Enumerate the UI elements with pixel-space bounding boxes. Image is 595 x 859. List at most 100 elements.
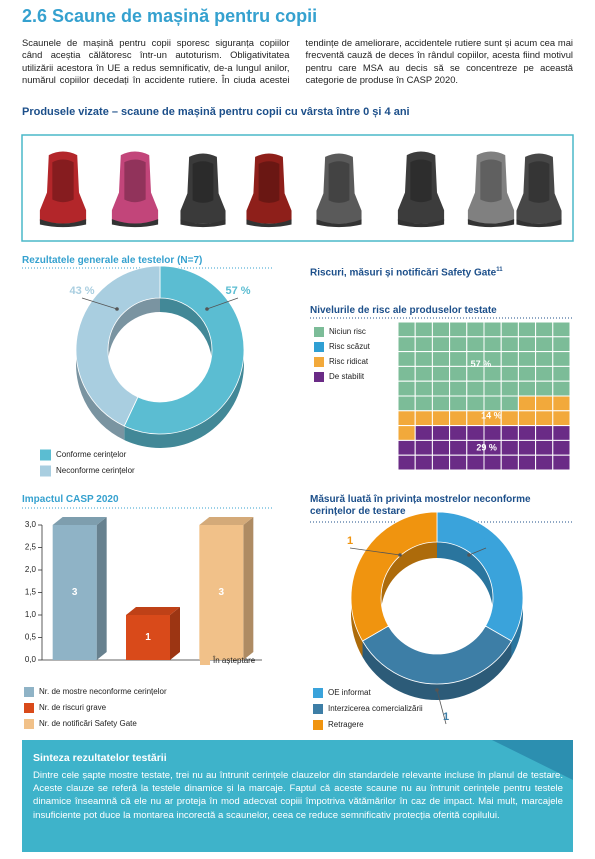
waffle-cell xyxy=(431,351,451,367)
waffle-cell xyxy=(397,365,416,382)
waffle-cell xyxy=(431,321,451,338)
waffle-cell xyxy=(397,380,416,397)
data-label: 57 % xyxy=(471,359,492,369)
summary-title: Sinteza rezultatelor testării xyxy=(33,752,167,764)
legend-bg xyxy=(311,370,397,385)
legend-swatch xyxy=(24,687,34,697)
products-title: Produsele vizate – scaune de mașină pent… xyxy=(22,106,410,118)
legend-swatch xyxy=(314,372,324,382)
waffle-cell xyxy=(500,336,519,353)
leader-line xyxy=(349,547,401,556)
slice-inner-side xyxy=(108,298,160,412)
waffle-cell xyxy=(397,439,416,456)
waffle-cell xyxy=(517,321,537,338)
legend-label: Neconforme cerințelor xyxy=(56,466,135,475)
legend-swatch xyxy=(313,720,323,730)
leader-dot xyxy=(205,307,209,311)
waffle-cell xyxy=(517,425,537,441)
intro-text: Scaunele de mașină pentru copii sporesc … xyxy=(22,37,573,86)
waffle-cell xyxy=(552,365,571,382)
legend-swatch xyxy=(313,704,323,714)
slice-inner-side xyxy=(380,542,437,642)
data-label: 29 % xyxy=(476,443,497,453)
waffle-cell xyxy=(535,454,554,471)
waffle-cell xyxy=(517,336,537,353)
legend-swatch xyxy=(24,719,34,729)
chart-title: Măsură luată în privința mostrelor necon… xyxy=(310,494,531,517)
y-tick-label: 2,0 xyxy=(25,565,37,574)
waffle-cell xyxy=(535,425,554,441)
data-label: 3 xyxy=(72,587,78,598)
bar xyxy=(52,525,97,660)
data-label: 1 xyxy=(145,632,151,643)
waffle-cell xyxy=(483,395,502,412)
waffle-cell xyxy=(517,395,537,412)
legend-swatch xyxy=(24,703,34,713)
section-title: Riscuri, măsuri și notificări Safety Gat… xyxy=(310,267,503,278)
waffle-cell xyxy=(552,395,571,412)
y-tick-label: 3,0 xyxy=(25,520,37,529)
waffle-cell xyxy=(483,380,502,397)
waffle-cell xyxy=(552,380,571,397)
waffle-cell xyxy=(500,395,519,412)
legend-swatch xyxy=(40,465,51,477)
waffle-cell xyxy=(483,425,502,441)
waffle-cell xyxy=(397,321,416,338)
waffle-cell xyxy=(517,380,537,397)
chart-title: Rezultatele generale ale testelor (N=7) xyxy=(22,255,203,266)
footnote: 11 xyxy=(496,267,503,273)
waffle-cell xyxy=(466,395,485,412)
waffle-cell xyxy=(397,410,416,427)
legend-label: Niciun risc xyxy=(329,327,366,336)
waffle-cell xyxy=(414,380,433,397)
legend-swatch xyxy=(314,357,324,367)
waffle-cell xyxy=(414,321,433,338)
waffle-cell xyxy=(517,410,537,427)
bar xyxy=(126,615,170,660)
y-tick-label: 1,0 xyxy=(25,610,37,619)
annotation-swatch xyxy=(200,655,210,665)
summary-box: Sinteza rezultatelor testării Dintre cel… xyxy=(22,740,573,852)
data-label: 43 % xyxy=(69,285,94,297)
waffle-cell xyxy=(397,395,416,412)
waffle-cell xyxy=(466,336,485,353)
leader-line xyxy=(206,297,239,310)
waffle-cell xyxy=(552,321,571,338)
leader-line xyxy=(468,547,487,556)
legend-swatch xyxy=(40,449,51,461)
waffle-cell xyxy=(414,454,433,471)
data-label: 57 % xyxy=(225,285,250,297)
data-label: 1 xyxy=(483,535,489,547)
waffle-cell xyxy=(431,425,451,441)
waffle-cell xyxy=(414,439,433,456)
waffle-cell xyxy=(449,321,468,338)
waffle-cell xyxy=(535,439,554,456)
waffle-cell xyxy=(535,336,554,353)
waffle-cell xyxy=(449,425,468,441)
slice xyxy=(350,511,438,642)
legend-label: Retragere xyxy=(328,720,364,729)
slice xyxy=(75,265,161,427)
legend-label: OE informat xyxy=(328,688,371,697)
waffle-cell xyxy=(552,410,571,427)
waffle-cell xyxy=(449,395,468,412)
legend-label: Risc scăzut xyxy=(329,342,371,351)
y-tick-label: 1,5 xyxy=(25,588,37,597)
waffle-cell xyxy=(500,439,519,456)
waffle-cell xyxy=(449,336,468,353)
leader-dot xyxy=(398,553,402,557)
bar-top xyxy=(52,517,107,525)
legend-bg xyxy=(311,325,397,340)
y-tick-label: 0,0 xyxy=(25,655,37,664)
legend-bg xyxy=(311,355,397,370)
data-label: 14 % xyxy=(481,410,502,420)
slice xyxy=(361,625,513,685)
waffle-cell xyxy=(414,410,433,427)
legend-swatch xyxy=(314,342,324,352)
waffle-cell xyxy=(466,321,485,338)
bar-side xyxy=(170,607,180,660)
waffle-cell xyxy=(397,336,416,353)
waffle-cell xyxy=(500,321,519,338)
chart-title: Impactul CASP 2020 xyxy=(22,494,119,505)
waffle-cell xyxy=(483,321,502,338)
